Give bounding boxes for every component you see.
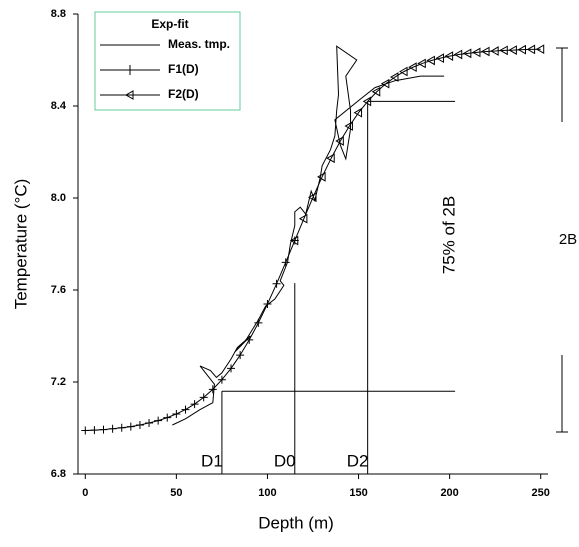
point [426, 55, 435, 66]
point [408, 62, 417, 72]
series-line [172, 45, 445, 426]
y-tick-label: 7.2 [51, 376, 66, 388]
point [335, 136, 344, 146]
y-tick-label: 8.4 [51, 100, 67, 112]
point [190, 400, 199, 409]
point [535, 44, 545, 55]
point [172, 409, 181, 418]
point [344, 121, 353, 131]
x-axis-title: Depth (m) [258, 513, 334, 532]
point [444, 51, 454, 61]
point [81, 426, 90, 435]
point [326, 153, 335, 164]
point [108, 424, 117, 433]
point [462, 48, 472, 59]
point [453, 49, 463, 60]
point [236, 351, 245, 360]
point [435, 53, 445, 64]
marker-label: D1 [201, 451, 223, 470]
point [517, 44, 526, 55]
y-tick-label: 7.6 [51, 284, 66, 296]
x-tick-label: 0 [82, 487, 88, 499]
annotation: 75% of 2B [439, 196, 458, 274]
point [126, 422, 135, 431]
point [117, 423, 126, 432]
point [289, 235, 299, 246]
legend-symbol [124, 90, 134, 100]
point [145, 418, 154, 427]
point [298, 213, 308, 224]
point [499, 45, 508, 56]
y-tick-label: 8.8 [51, 8, 66, 20]
x-tick-label: 250 [532, 487, 550, 499]
point [208, 385, 217, 394]
legend-symbol [126, 65, 134, 75]
point [371, 86, 381, 97]
point [254, 318, 263, 327]
point [307, 192, 317, 203]
y-axis-title: Temperature (°C) [11, 179, 30, 310]
point [481, 46, 490, 57]
point [417, 58, 426, 69]
legend-box [94, 11, 241, 111]
bracket [556, 47, 568, 433]
marker-label: D0 [274, 451, 296, 470]
point [263, 300, 272, 309]
point [154, 416, 163, 425]
point [353, 107, 363, 118]
point [199, 393, 208, 402]
series-line [294, 48, 541, 241]
legend-label: F1(D) [168, 62, 199, 76]
point [490, 46, 499, 56]
marker-label: D2 [347, 451, 369, 470]
x-tick-label: 100 [258, 487, 276, 499]
x-tick-label: 200 [440, 487, 458, 499]
legend-label: Meas. tmp. [168, 37, 230, 51]
point [272, 279, 281, 288]
x-tick-label: 150 [349, 487, 367, 499]
point [227, 364, 236, 373]
point [471, 47, 481, 58]
y-tick-label: 8.0 [51, 192, 66, 204]
point [362, 96, 372, 107]
point [163, 413, 172, 422]
point [317, 171, 326, 182]
annotation: 2B [559, 231, 577, 248]
point [380, 78, 390, 89]
point [508, 45, 517, 55]
y-tick-label: 6.8 [51, 468, 66, 480]
legend-title: Exp-fit [151, 17, 188, 31]
point [99, 425, 108, 434]
point [281, 258, 290, 267]
point [217, 375, 226, 384]
point [399, 66, 408, 77]
point [526, 44, 536, 55]
x-tick-label: 50 [170, 487, 182, 499]
point [135, 421, 144, 430]
point [245, 335, 254, 344]
point [389, 72, 399, 82]
point [181, 405, 190, 414]
legend-label: F2(D) [168, 87, 199, 101]
point [90, 426, 99, 435]
